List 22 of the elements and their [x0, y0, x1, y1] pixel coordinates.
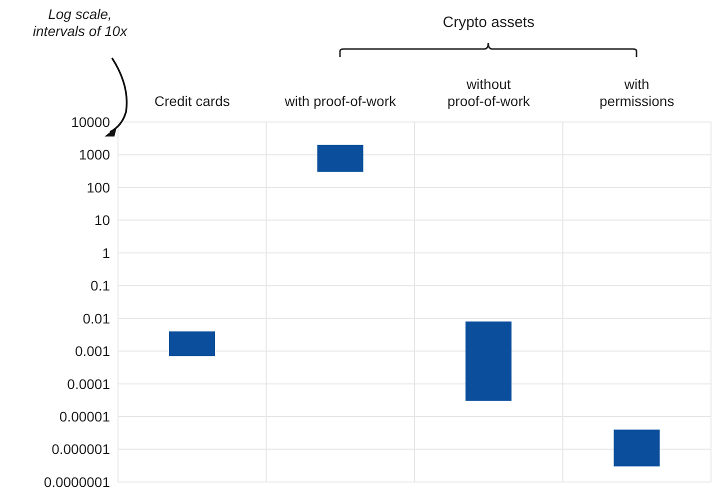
x-tick-label: with permissions: [600, 76, 674, 109]
y-tick-label: 0.0000001: [44, 474, 110, 490]
bar: [317, 144, 364, 172]
y-tick-label: 0.000001: [52, 441, 110, 458]
y-tick-label: 10000: [71, 114, 110, 130]
text: Crypto assets: [442, 14, 536, 31]
y-tick-label: 1: [102, 244, 110, 261]
bar: [169, 331, 215, 356]
y-tick-label: 1000: [78, 146, 110, 163]
y-tick-label: 0.0001: [67, 376, 110, 392]
y-tick-label: 0.01: [82, 310, 110, 326]
x-tick-label: without proof-of-work: [447, 76, 531, 109]
y-tick-label: 0.1: [90, 278, 110, 294]
bar: [614, 430, 660, 466]
x-tick-label: Credit cards: [154, 93, 230, 109]
x-tick-label: with proof-of-work: [284, 93, 397, 109]
y-tick-label: 0.001: [74, 343, 110, 360]
y-tick-label: 100: [86, 179, 110, 196]
bar: [466, 322, 512, 401]
y-tick-label: 0.00001: [59, 408, 110, 425]
y-tick-label: 10: [94, 212, 110, 228]
text: Log scale, intervals of 10x: [32, 6, 128, 40]
